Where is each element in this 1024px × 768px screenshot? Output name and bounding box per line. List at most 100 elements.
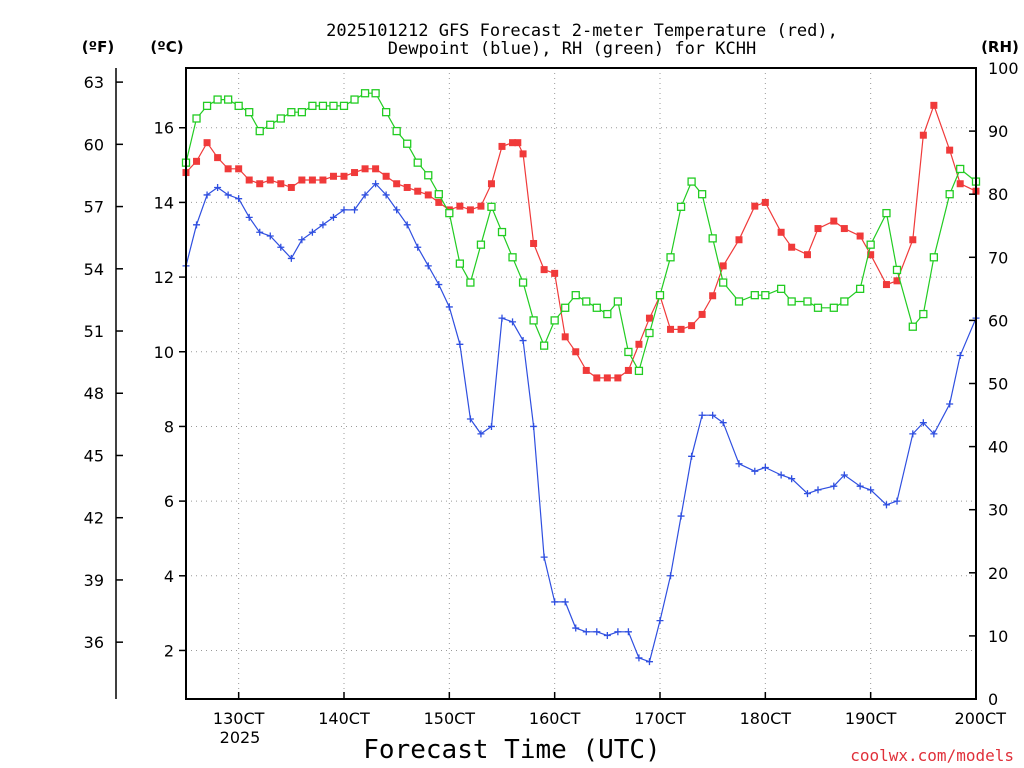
temperature-point [403,183,411,191]
time-tick-label: 180CT [740,709,792,728]
dewpoint-point [329,213,337,221]
temperature-point [235,165,243,173]
dewpoint-point [245,213,253,221]
rh-point [350,95,359,104]
rh-point [813,303,823,312]
time-tick-label: 140CT [318,709,370,728]
rh-point [561,303,570,312]
dewpoint-point [946,400,954,408]
temperature-point [719,262,727,270]
temperature-point [830,217,838,225]
temperature-point [667,325,675,333]
temperature-point [803,251,811,259]
rh-point [508,253,517,262]
temperature-point [308,176,316,184]
rh-point [434,190,443,199]
rh-point [776,284,786,294]
fahrenheit-tick-label: 57 [84,198,104,217]
rh-tick-label: 20 [988,564,1008,583]
rh-point [882,208,891,218]
fahrenheit-tick-label: 60 [84,135,104,154]
dewpoint-point [867,486,875,494]
rh-point [371,89,380,98]
dewpoint-point [351,206,359,214]
rh-point [855,284,865,294]
temperature-point [698,310,706,318]
rh-tick-label: 100 [988,59,1019,78]
dewpoint-point [530,422,538,430]
rh-point [308,101,317,111]
celsius-unit-label: (ºC) [150,38,183,56]
temperature-point [193,157,201,165]
rh-point [634,366,644,376]
time-tick-label: 130CT [213,709,265,728]
rh-point [697,190,707,199]
temperature-point [761,198,769,206]
time-tick-label: 170CT [634,709,686,728]
rh-point [455,259,465,268]
rh-point [550,316,559,325]
rh-point [787,297,796,306]
rh-point [892,265,902,275]
dewpoint-point [667,572,675,580]
rh-point [476,240,486,249]
dewpoint-point [698,411,706,419]
rh-point [213,95,222,104]
dewpoint-point [193,221,201,229]
dewpoint-point [688,452,696,460]
rh-point [687,177,696,186]
rh-series [181,89,981,376]
temperature-point [946,146,954,154]
rh-point [287,108,296,117]
dewpoint-point [761,464,769,472]
celsius-tick-label: 4 [164,567,174,586]
gridlines [186,68,976,699]
rh-point [539,341,549,350]
temperature-point [603,374,611,382]
temperature-point [856,232,864,240]
dewpoint-line [185,182,977,663]
plot-frame [185,67,977,700]
rh-point [761,291,770,300]
dewpoint-point [235,195,243,203]
dewpoint-point [893,497,901,505]
rh-point [487,202,496,211]
temperature-point [298,176,306,184]
rh-tick-label: 30 [988,501,1008,520]
fahrenheit-unit-label: (ºF) [82,38,114,56]
rh-point [403,139,412,148]
dewpoint-point [477,430,485,438]
rh-point [413,158,422,167]
celsius-tick-label: 14 [154,193,174,212]
rh-point [592,303,601,312]
temperature-point [372,165,380,173]
temperature-point [677,325,685,333]
dewpoint-point [456,340,464,348]
rh-point [719,278,728,287]
rh-point [497,227,507,237]
rh-point [571,291,580,300]
temperature-point [919,131,927,139]
rh-tick-label: 50 [988,375,1008,394]
time-tick-label: 200CT [955,709,1007,728]
temperature-point [435,198,443,206]
dewpoint-point [882,501,890,509]
temperature-point [688,322,696,330]
celsius-tick-label: 8 [164,417,174,436]
credit-link[interactable]: coolwx.com/models [850,746,1014,765]
rh-point [645,328,654,338]
rh-point [192,114,201,123]
dewpoint-point [814,486,822,494]
temperature-series [182,101,980,382]
rh-point [929,253,939,262]
temperature-point [956,180,964,188]
temperature-point [909,236,917,244]
temperature-point [645,314,653,322]
dewpoint-point [840,471,848,479]
dewpoint-point [393,206,401,214]
rh-point [750,291,759,300]
dewpoint-point [203,191,211,199]
dewpoint-point [645,658,653,666]
temperature-point [340,172,348,180]
rh-point [840,297,849,306]
